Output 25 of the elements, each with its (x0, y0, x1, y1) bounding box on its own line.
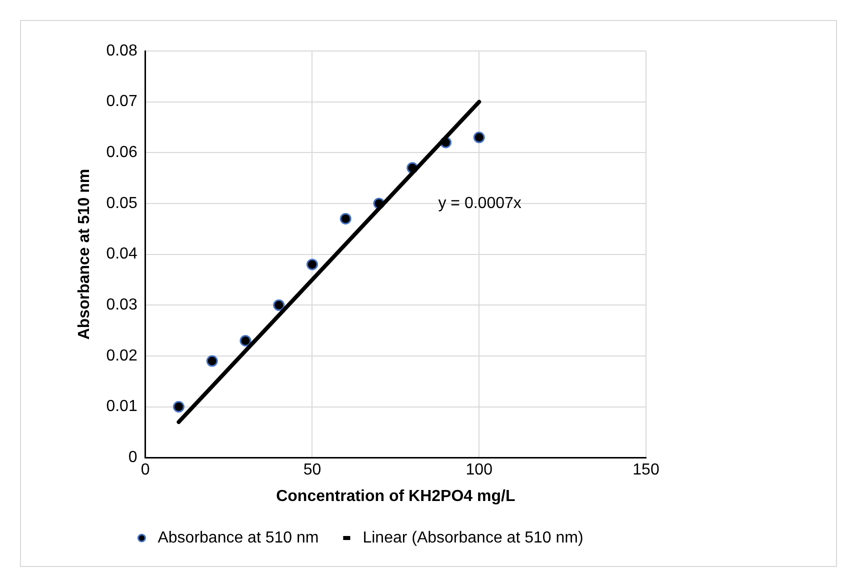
y-tick-label: 0.03 (106, 296, 138, 314)
x-tick-label: 50 (303, 462, 322, 479)
x-tick-label: 150 (632, 462, 660, 479)
y-tick-label: 0.07 (106, 93, 138, 110)
point (206, 355, 218, 367)
point (306, 258, 318, 270)
y-tick-label: 0.05 (106, 194, 138, 212)
point (273, 299, 285, 311)
y-axis-title: Absorbance at 510 nm (76, 168, 94, 340)
point (340, 212, 352, 224)
point (473, 132, 485, 144)
annotation: y = 0.0007x (438, 194, 522, 212)
y-tick-label: 0.04 (106, 246, 138, 263)
y-tick-label: 0 (128, 449, 138, 466)
y-tick-label: 0.02 (106, 347, 138, 364)
y-tick-label: 0.01 (106, 398, 138, 416)
point (172, 401, 184, 413)
point (240, 334, 252, 346)
legend-label: Absorbance at 510 nm (158, 529, 319, 546)
x-tick-label: 100 (466, 462, 493, 479)
y-tick-label: 0.08 (106, 42, 138, 60)
x-axis-title: Concentration of KH2PO4 mg/L (276, 488, 516, 505)
x-tick-label: 0 (140, 462, 150, 479)
legend-label: Linear (Absorbance at 510 nm) (362, 529, 584, 546)
y-tick-label: 0.06 (106, 144, 138, 162)
